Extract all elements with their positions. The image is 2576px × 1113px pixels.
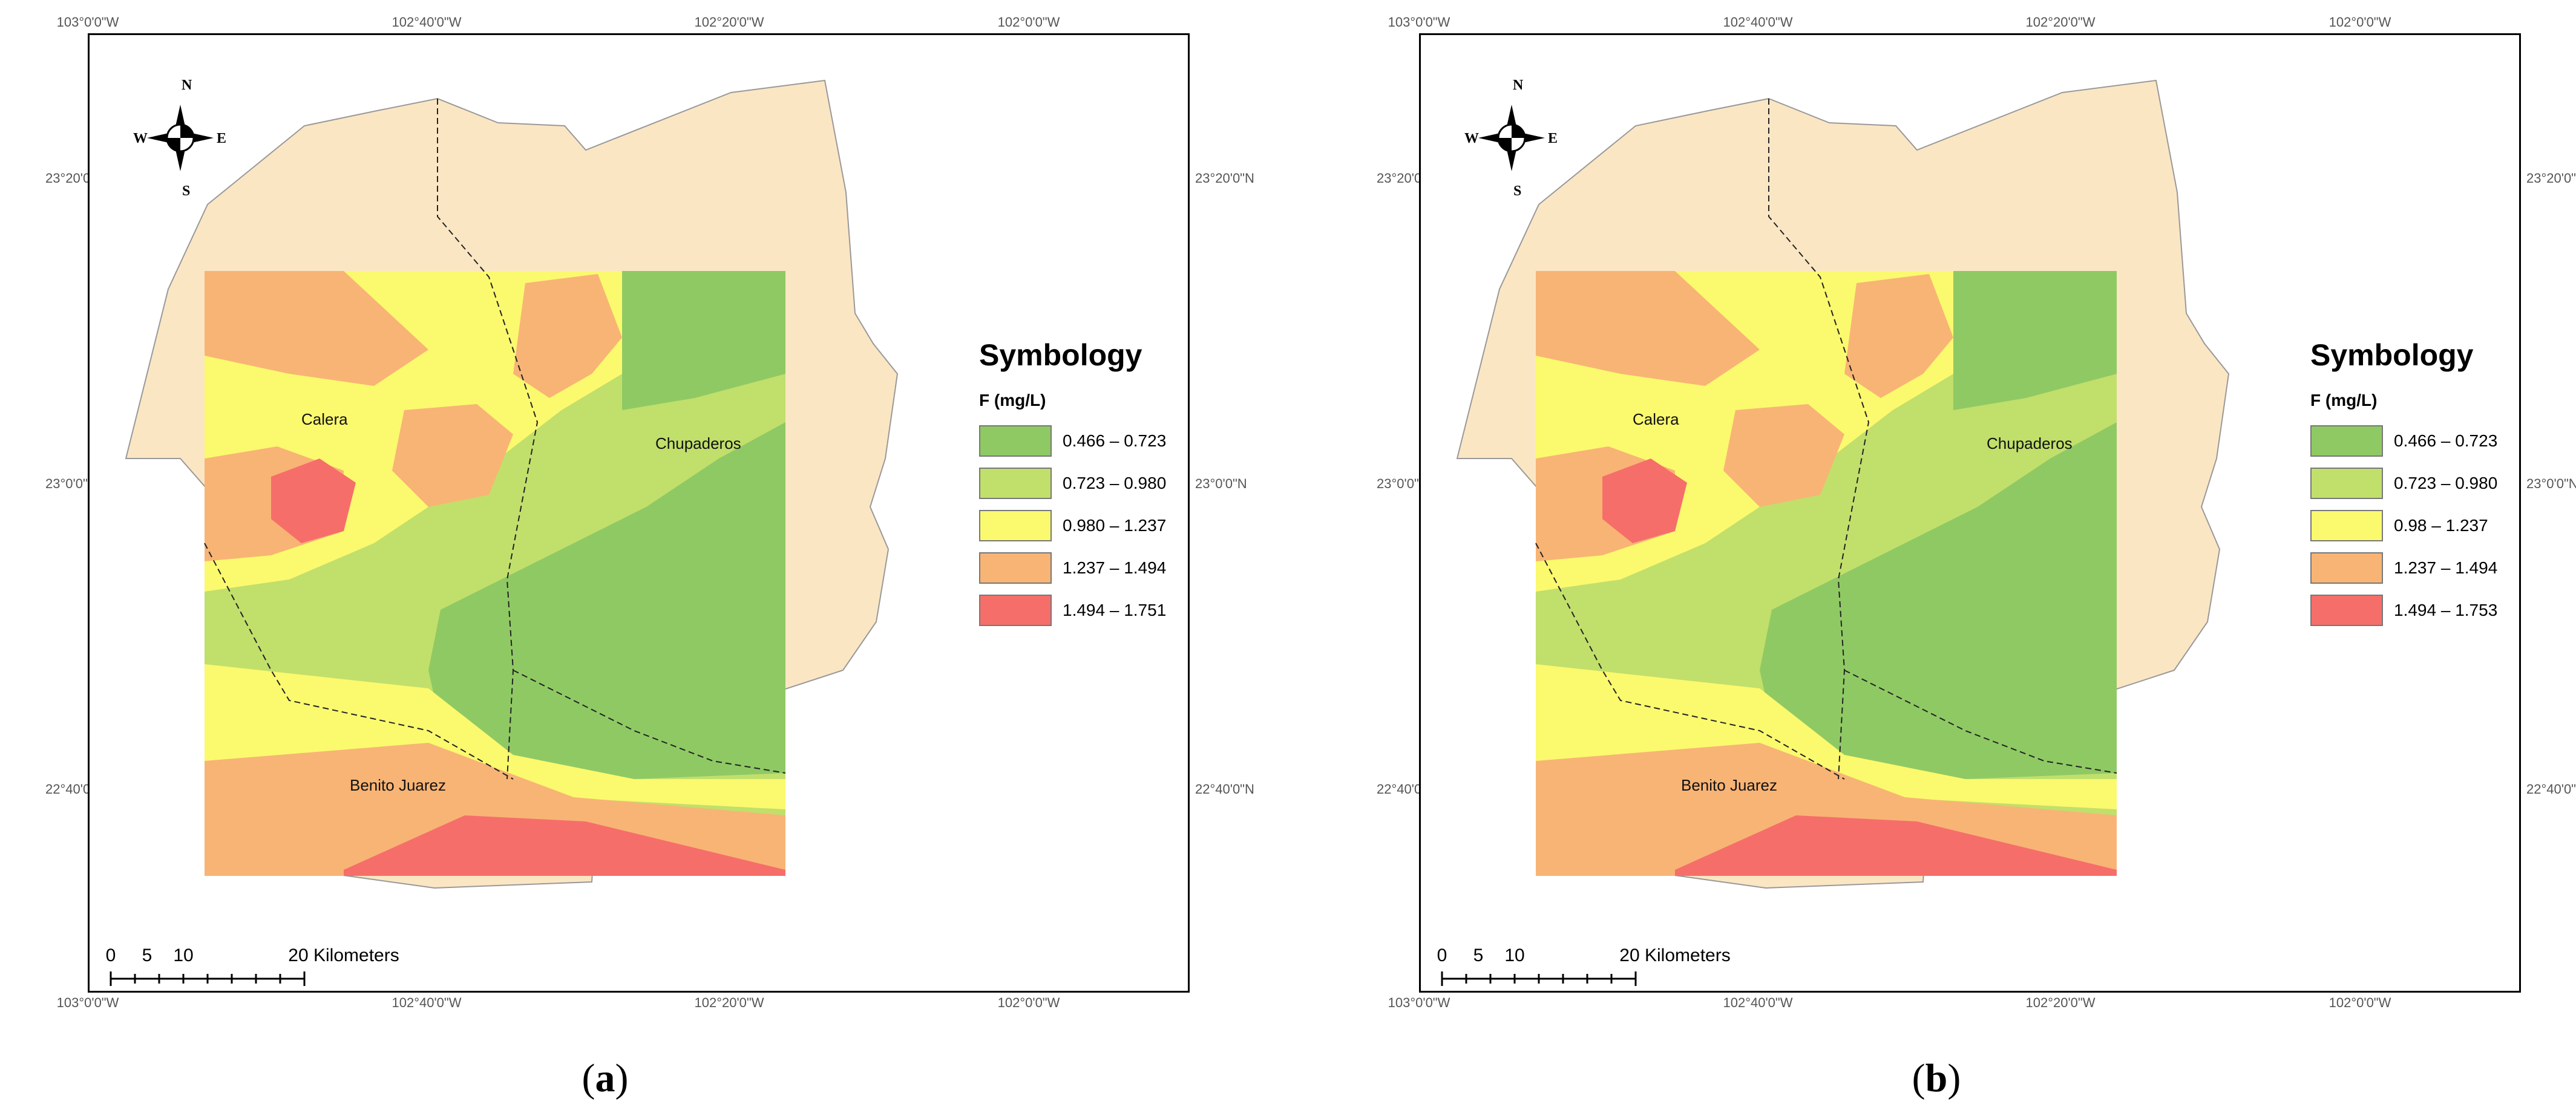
top-tick-label: 102°40'0"W: [392, 15, 462, 30]
right-tick-label: 23°20'0"N: [1195, 171, 1254, 186]
legend-swatch: [2310, 468, 2383, 499]
scale-label: 10: [173, 945, 194, 965]
municipal-boundaries: [1535, 99, 2117, 780]
top-tick-label: 103°0'0"W: [1388, 15, 1450, 30]
scale-label: 5: [1473, 945, 1484, 965]
top-tick-label: 102°0'0"W: [997, 15, 1060, 30]
legend-label: 0.466 – 0.723: [2394, 431, 2498, 450]
legend-label: 0.723 – 0.980: [2394, 474, 2498, 492]
top-tick-label: 102°40'0"W: [1723, 15, 1793, 30]
place-label-chupaderos: Chupaderos: [655, 434, 741, 452]
legend-title: Symbology: [979, 338, 1142, 372]
panel-caption: (b): [1912, 1056, 1961, 1100]
legend-label: 1.494 – 1.753: [2394, 601, 2498, 619]
legend-swatch: [979, 425, 1052, 457]
scale-label: 10: [1504, 945, 1525, 965]
right-tick-label: 23°0'0"N: [2526, 476, 2576, 491]
bottom-tick-label: 102°0'0"W: [997, 995, 1060, 1010]
legend-title: Symbology: [2310, 338, 2474, 372]
scale-bar: [110, 971, 306, 986]
bottom-tick-label: 102°40'0"W: [392, 995, 462, 1010]
place-label-chupaderos: Chupaderos: [1987, 434, 2073, 452]
place-label-benito-juarez: Benito Juarez: [1681, 776, 1777, 794]
legend-label: 1.237 – 1.494: [1063, 558, 1167, 577]
south-label: S: [1513, 183, 1522, 199]
bottom-tick-label: 102°20'0"W: [2025, 995, 2096, 1010]
right-tick-label: 23°20'0"N: [2526, 171, 2576, 186]
fluoride-raster: [1536, 271, 2117, 876]
legend-subtitle: F (mg/L): [2310, 391, 2378, 410]
legend-item: 1.494 – 1.751: [979, 589, 1166, 632]
bottom-tick-label: 103°0'0"W: [56, 995, 119, 1010]
scale-label: 20 Kilometers: [1619, 945, 1731, 965]
top-tick-label: 102°20'0"W: [2025, 15, 2096, 30]
north-label: N: [1513, 77, 1524, 93]
legend-label: 0.466 – 0.723: [1063, 431, 1167, 450]
bottom-tick-label: 102°0'0"W: [2329, 995, 2391, 1010]
east-label: E: [217, 131, 227, 146]
legend-swatch: [979, 468, 1052, 499]
legend-item: 1.494 – 1.753: [2310, 589, 2497, 632]
scale-label: 0: [105, 945, 116, 965]
map-panel-a: 103°0'0"W 102°40'0"W 102°20'0"W 102°0'0"…: [0, 0, 1254, 1113]
map-panel-b: 103°0'0"W 102°40'0"W 102°20'0"W 102°0'0"…: [1331, 0, 2576, 1113]
legend-swatch: [979, 510, 1052, 541]
east-label: E: [1548, 131, 1558, 146]
legend-item: 0.466 – 0.723: [979, 420, 1166, 462]
legend-item: 1.237 – 1.494: [979, 547, 1166, 589]
map-canvas: [1441, 79, 2230, 986]
south-label: S: [182, 183, 191, 199]
legend-label: 0.723 – 0.980: [1063, 474, 1167, 492]
legend-item: 0.466 – 0.723: [2310, 420, 2497, 462]
legend-swatch: [979, 552, 1052, 584]
legend-swatch: [2310, 595, 2383, 626]
legend-label: 1.237 – 1.494: [2394, 558, 2498, 577]
legend-item: 0.980 – 1.237: [979, 504, 1166, 547]
right-tick-label: 22°40'0"N: [1195, 782, 1254, 797]
legend-label: 0.980 – 1.237: [1063, 516, 1167, 535]
west-label: W: [1464, 131, 1479, 146]
map-canvas: [110, 79, 899, 986]
right-tick-label: 23°0'0"N: [1195, 476, 1247, 491]
place-label-calera: Calera: [1633, 410, 1679, 428]
place-label-benito-juarez: Benito Juarez: [350, 776, 446, 794]
municipal-boundaries: [204, 99, 786, 780]
legend-swatch: [979, 595, 1052, 626]
top-tick-label: 103°0'0"W: [56, 15, 119, 30]
top-tick-label: 102°20'0"W: [694, 15, 764, 30]
north-arrow-icon: [1478, 105, 1545, 171]
legend-swatch: [2310, 425, 2383, 457]
legend-item: 1.237 – 1.494: [2310, 547, 2497, 589]
north-label: N: [182, 77, 192, 93]
legend: Symbology F (mg/L) 0.466 – 0.723 0.723 –…: [2310, 338, 2497, 632]
top-tick-label: 102°0'0"W: [2329, 15, 2391, 30]
fluoride-raster: [205, 271, 785, 876]
scale-label: 20 Kilometers: [288, 945, 399, 965]
legend-item: 0.98 – 1.237: [2310, 504, 2497, 547]
scale-bar: [1441, 971, 1637, 986]
scale-label: 5: [142, 945, 152, 965]
bottom-tick-label: 102°20'0"W: [694, 995, 764, 1010]
bottom-tick-label: 102°40'0"W: [1723, 995, 1793, 1010]
west-label: W: [133, 131, 148, 146]
legend-label: 1.494 – 1.751: [1063, 601, 1167, 619]
map-frame: Calera Chupaderos Benito Juarez N S E W …: [1419, 33, 2521, 993]
legend-subtitle: F (mg/L): [979, 391, 1046, 410]
legend-swatch: [2310, 510, 2383, 541]
place-label-calera: Calera: [301, 410, 348, 428]
right-tick-label: 22°40'0"N: [2526, 782, 2576, 797]
north-arrow-icon: [147, 105, 214, 171]
legend-swatch: [2310, 552, 2383, 584]
scale-label: 0: [1437, 945, 1447, 965]
map-frame: Calera Chupaderos Benito Juarez N S E W …: [88, 33, 1190, 993]
legend-label: 0.98 – 1.237: [2394, 516, 2488, 535]
legend-item: 0.723 – 0.980: [2310, 462, 2497, 504]
legend: Symbology F (mg/L) 0.466 – 0.723 0.723 –…: [979, 338, 1166, 632]
legend-item: 0.723 – 0.980: [979, 462, 1166, 504]
bottom-tick-label: 103°0'0"W: [1388, 995, 1450, 1010]
panel-caption: (a): [582, 1056, 629, 1100]
